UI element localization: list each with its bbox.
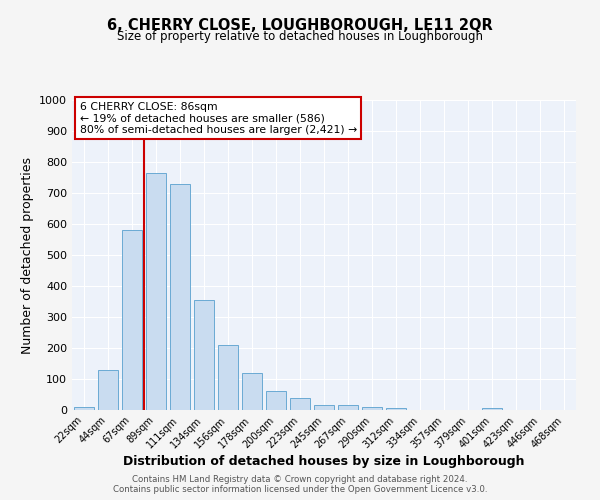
- Bar: [242, 373, 262, 410]
- Text: 6 CHERRY CLOSE: 86sqm
← 19% of detached houses are smaller (586)
80% of semi-det: 6 CHERRY CLOSE: 86sqm ← 19% of detached …: [80, 102, 357, 134]
- Bar: [74, 407, 94, 410]
- Text: Size of property relative to detached houses in Loughborough: Size of property relative to detached ho…: [117, 30, 483, 43]
- Text: Contains public sector information licensed under the Open Government Licence v3: Contains public sector information licen…: [113, 485, 487, 494]
- Bar: [146, 173, 166, 410]
- Bar: [290, 398, 310, 410]
- Bar: [482, 408, 502, 410]
- Text: 6, CHERRY CLOSE, LOUGHBOROUGH, LE11 2QR: 6, CHERRY CLOSE, LOUGHBOROUGH, LE11 2QR: [107, 18, 493, 32]
- Bar: [194, 300, 214, 410]
- X-axis label: Distribution of detached houses by size in Loughborough: Distribution of detached houses by size …: [123, 456, 525, 468]
- Bar: [362, 407, 382, 410]
- Bar: [314, 406, 334, 410]
- Bar: [266, 391, 286, 410]
- Y-axis label: Number of detached properties: Number of detached properties: [20, 156, 34, 354]
- Text: Contains HM Land Registry data © Crown copyright and database right 2024.: Contains HM Land Registry data © Crown c…: [132, 475, 468, 484]
- Bar: [122, 230, 142, 410]
- Bar: [386, 408, 406, 410]
- Bar: [338, 406, 358, 410]
- Bar: [218, 345, 238, 410]
- Bar: [98, 370, 118, 410]
- Bar: [170, 184, 190, 410]
